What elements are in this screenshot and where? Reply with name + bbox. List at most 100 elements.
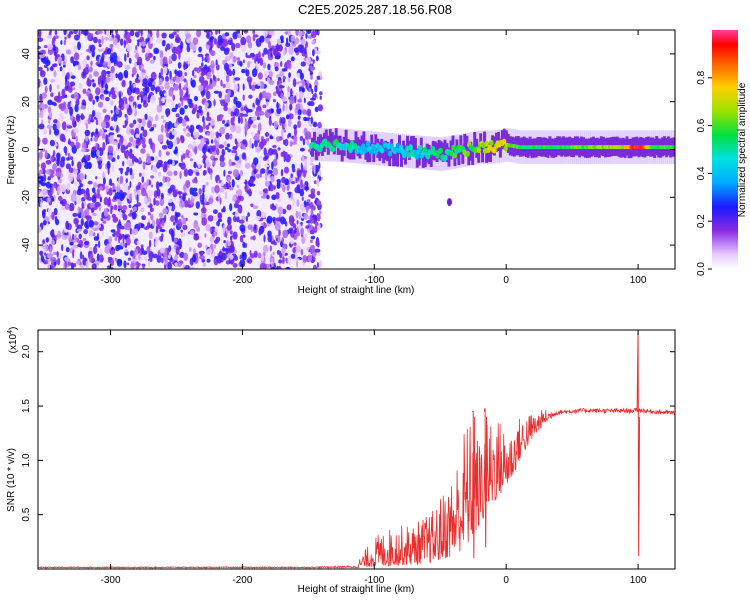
spectrogram-signal-track — [308, 128, 675, 207]
noise-speckle — [171, 215, 176, 222]
noise-speckle — [189, 266, 195, 269]
noise-speckle — [264, 180, 270, 187]
noise-speckle — [292, 223, 297, 229]
noise-speckle — [196, 109, 202, 114]
noise-speckle — [145, 85, 150, 94]
noise-speckle — [278, 228, 281, 237]
noise-speckle — [109, 73, 115, 81]
noise-speckle — [47, 99, 53, 106]
noise-speckle — [161, 219, 165, 227]
noise-speckle — [160, 192, 164, 200]
noise-speckle — [201, 56, 204, 62]
noise-speckle — [43, 45, 48, 49]
noise-speckle — [213, 90, 220, 94]
noise-speckle — [310, 239, 313, 244]
noise-speckle — [136, 240, 141, 245]
colorbar-gradient — [712, 30, 738, 269]
noise-speckle — [221, 148, 226, 157]
noise-speckle — [38, 176, 44, 180]
noise-speckle — [274, 222, 281, 231]
noise-speckle — [58, 178, 63, 184]
noise-speckle — [136, 137, 140, 144]
noise-speckle — [108, 236, 112, 244]
noise-speckle — [193, 223, 199, 229]
noise-speckle — [135, 90, 141, 95]
noise-speckle — [213, 215, 218, 222]
noise-speckle — [135, 30, 138, 33]
noise-speckle — [267, 169, 273, 175]
noise-speckle — [214, 184, 220, 194]
noise-speckle — [92, 82, 96, 88]
noise-speckle — [108, 187, 113, 196]
noise-speckle — [132, 119, 137, 125]
noise-speckle — [224, 70, 227, 78]
noise-speckle — [159, 50, 164, 59]
y-tick-label: 40 — [21, 48, 32, 60]
noise-speckle — [290, 173, 294, 179]
track-core — [387, 150, 393, 157]
noise-speckle — [106, 70, 111, 75]
noise-speckle — [148, 94, 151, 99]
noise-speckle — [98, 240, 101, 249]
spectrogram-y-ticks: -40 -20 0 20 40 — [21, 48, 675, 252]
noise-speckle — [270, 175, 275, 183]
noise-speckle — [93, 245, 98, 255]
noise-speckle — [77, 243, 81, 248]
noise-speckle — [61, 121, 67, 131]
noise-speckle — [67, 173, 74, 182]
noise-speckle — [220, 181, 225, 187]
x-tick-label: -300 — [101, 275, 121, 286]
noise-speckle — [91, 79, 95, 83]
noise-speckle — [284, 138, 289, 147]
noise-speckle — [212, 209, 218, 215]
track-band — [315, 141, 318, 161]
noise-speckle — [48, 207, 52, 216]
noise-speckle — [242, 139, 247, 145]
noise-speckle — [280, 169, 284, 177]
noise-speckle — [78, 185, 81, 192]
x-tick-label: -100 — [364, 275, 384, 286]
noise-speckle — [266, 194, 270, 200]
noise-speckle — [237, 188, 243, 196]
noise-speckle — [147, 189, 153, 198]
track-band — [483, 131, 487, 151]
noise-speckle — [192, 248, 196, 254]
noise-speckle — [79, 251, 83, 260]
noise-speckle — [82, 237, 87, 242]
noise-speckle — [254, 109, 261, 117]
noise-speckle — [237, 33, 242, 39]
noise-speckle — [287, 134, 290, 139]
noise-speckle — [303, 169, 307, 178]
noise-speckle — [251, 84, 256, 92]
noise-speckle — [176, 153, 179, 157]
noise-speckle — [87, 180, 93, 185]
noise-speckle — [147, 52, 153, 59]
noise-speckle — [104, 83, 109, 91]
noise-speckle — [91, 132, 93, 138]
noise-speckle — [186, 149, 189, 154]
noise-speckle — [39, 223, 44, 228]
noise-speckle — [113, 151, 117, 158]
noise-speckle — [183, 61, 187, 71]
noise-speckle — [119, 91, 121, 101]
noise-speckle — [254, 133, 260, 141]
track-band — [423, 148, 427, 168]
track-band — [457, 145, 461, 165]
noise-speckle — [300, 227, 304, 236]
noise-speckle — [44, 150, 48, 158]
noise-speckle — [39, 250, 44, 257]
noise-speckle — [247, 61, 251, 68]
noise-speckle — [88, 93, 93, 102]
noise-speckle — [288, 215, 295, 223]
noise-speckle — [51, 185, 54, 194]
noise-speckle — [239, 254, 242, 260]
noise-speckle — [134, 61, 137, 68]
noise-speckle — [260, 222, 264, 226]
track-band — [313, 131, 316, 151]
noise-speckle — [261, 253, 264, 262]
noise-speckle — [77, 64, 82, 71]
noise-speckle — [42, 188, 48, 196]
noise-speckle — [290, 253, 296, 259]
noise-speckle — [210, 118, 216, 126]
noise-speckle — [96, 193, 101, 199]
